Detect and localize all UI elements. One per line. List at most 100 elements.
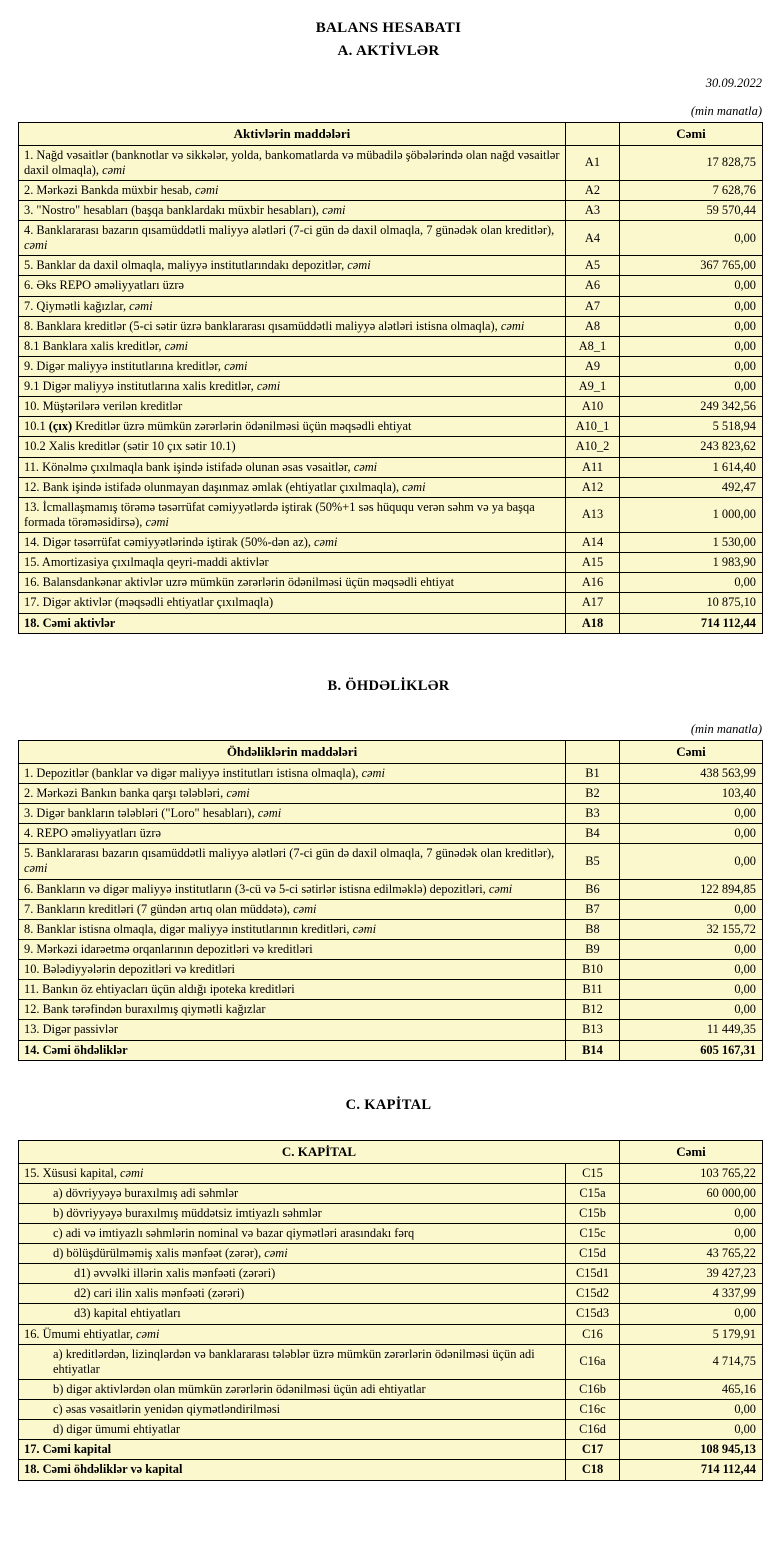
row-code: B3 xyxy=(565,803,620,825)
row-amount: 605 167,31 xyxy=(619,1039,763,1061)
row-label: 14. Cəmi öhdəliklər xyxy=(18,1039,566,1061)
row-code: B2 xyxy=(565,782,620,805)
row-amount: 0,00 xyxy=(619,376,763,398)
row-code: B10 xyxy=(565,959,620,981)
row-code: C16b xyxy=(565,1378,620,1401)
row-label: 12. Bank işində istifadə olunmayan daşın… xyxy=(18,476,566,498)
row-label: 15. Xüsusi kapital, cəmi xyxy=(18,1162,566,1184)
row-code: C16a xyxy=(565,1343,620,1380)
row-amount: 0,00 xyxy=(619,1202,763,1224)
table-row: 4. Banklararası bazarın qısamüddətli mal… xyxy=(18,220,763,257)
row-label: 11. Könəlmə çıxılmaqla bank işində istif… xyxy=(18,456,566,478)
table-row: 15. Xüsusi kapital, cəmi C15 103 765,22 xyxy=(18,1162,763,1184)
liabilities-header-code xyxy=(565,739,620,764)
row-amount: 0,00 xyxy=(619,1303,763,1325)
row-code: A2 xyxy=(565,179,620,201)
table-row: a) dövriyyəyə buraxılmış adi səhmlər C15a… xyxy=(18,1182,763,1204)
row-label: 17. Cəmi kapital xyxy=(18,1439,566,1461)
row-code: C15d xyxy=(565,1243,620,1265)
row-code: A8 xyxy=(565,315,620,337)
row-label: 7. Qiymətli kağızlar, cəmi xyxy=(18,295,566,317)
table-row: 9.1 Digər maliyyə institutlarına xalis k… xyxy=(18,376,763,398)
row-amount: 0,00 xyxy=(619,335,763,357)
table-row: 2. Mərkəzi Bankın banka qarşı tələbləri,… xyxy=(18,782,763,805)
row-code: A3 xyxy=(565,199,620,222)
table-row: 12. Bank tərəfindən buraxılmış qiymətli … xyxy=(18,999,763,1021)
row-label: 12. Bank tərəfindən buraxılmış qiymətli … xyxy=(18,999,566,1021)
table-row: c) əsas vəsaitlərin yenidən qiymətləndir… xyxy=(18,1399,763,1421)
table-row: 13. İcmallaşmamış törəmə təsərrüfat cəmi… xyxy=(18,496,763,534)
row-amount: 1 983,90 xyxy=(619,552,763,574)
table-row: c) adi və imtiyazlı səhmlərin nominal və… xyxy=(18,1222,763,1245)
row-label: 6. Əks REPO əməliyyatları üzrə xyxy=(18,275,566,297)
row-label: 14. Digər təsərrüfat cəmiyyətlərində işt… xyxy=(18,532,566,554)
row-code: A8_1 xyxy=(565,335,620,357)
row-amount: 0,00 xyxy=(619,355,763,378)
liabilities-table-body: 1. Depozitlər (banklar və digər maliyyə … xyxy=(18,762,763,1061)
row-amount: 43 765,22 xyxy=(619,1243,763,1265)
table-header-row: Aktivlərin maddələri Cəmi xyxy=(18,121,763,146)
row-amount: 7 628,76 xyxy=(619,179,763,201)
row-code: A1 xyxy=(565,144,620,181)
section-b-title: B. ÖHDƏLİKLƏR xyxy=(327,677,450,694)
row-amount: 10 875,10 xyxy=(619,592,763,614)
table-row: 8. Banklara kreditlər (5-ci sətir üzrə b… xyxy=(18,315,763,337)
table-row: 5. Banklararası bazarın qısamüddətli mal… xyxy=(18,843,763,880)
row-amount: 0,00 xyxy=(619,275,763,297)
row-amount: 4 714,75 xyxy=(619,1343,763,1380)
row-amount: 0,00 xyxy=(619,220,763,257)
row-label: 18. Cəmi öhdəliklər və kapital xyxy=(18,1459,566,1481)
table-row: 18. Cəmi öhdəliklər və kapital C18 714 112… xyxy=(18,1459,763,1481)
unit-note-a: (min manatla) xyxy=(690,103,762,118)
table-row: 2. Mərkəzi Bankda müxbir hesab, cəmi A2 7 … xyxy=(18,179,763,201)
row-label: 9.1 Digər maliyyə institutlarına xalis k… xyxy=(18,376,566,398)
row-code: A9 xyxy=(565,355,620,378)
section-c-title: C. KAPİTAL xyxy=(345,1096,432,1113)
row-code: C16 xyxy=(565,1323,620,1345)
row-code: A16 xyxy=(565,572,620,594)
table-row: 10.1 (çıx) Kreditlər üzrə mümkün zərərlə… xyxy=(18,416,763,438)
row-label: d3) kapital ehtiyatları xyxy=(18,1303,566,1325)
row-label: 17. Digər aktivlər (məqsədli ehtiyatlar … xyxy=(18,592,566,614)
table-row: 3. "Nostro" hesabları (başqa banklardakı… xyxy=(18,199,763,222)
row-label: 16. Ümumi ehtiyatlar, cəmi xyxy=(18,1323,566,1345)
table-row: 13. Digər passivlər B13 11 449,35 xyxy=(18,1019,763,1041)
table-row: 18. Cəmi aktivlər A18 714 112,44 xyxy=(18,612,763,634)
table-row: 12. Bank işində istifadə olunmayan daşın… xyxy=(18,476,763,498)
table-row: 6. Bankların və digər maliyyə institutla… xyxy=(18,878,763,900)
row-code: B8 xyxy=(565,918,620,940)
row-amount: 103,40 xyxy=(619,782,763,805)
row-amount: 0,00 xyxy=(619,999,763,1021)
table-row: 10. Bələdiyyələrin depozitləri və kredit… xyxy=(18,959,763,981)
row-amount: 0,00 xyxy=(619,843,763,880)
row-amount: 0,00 xyxy=(619,1399,763,1421)
table-row: 7. Bankların kreditləri (7 gündən artıq … xyxy=(18,898,763,920)
row-label: b) digər aktivlərdən olan mümkün zərərlə… xyxy=(18,1378,566,1401)
row-label: 3. Digər bankların tələbləri ("Loro" hes… xyxy=(18,803,566,825)
table-row: 17. Cəmi kapital C17 108 945,13 xyxy=(18,1439,763,1461)
row-amount: 39 427,23 xyxy=(619,1263,763,1285)
row-code: C17 xyxy=(565,1439,620,1461)
row-code: B5 xyxy=(565,843,620,880)
assets-header-code xyxy=(565,121,620,146)
row-amount: 0,00 xyxy=(619,959,763,981)
row-code: C15d1 xyxy=(565,1263,620,1285)
row-label: a) kreditlərdən, lizinqlərdən və banklar… xyxy=(18,1343,566,1380)
table-row: 16. Ümumi ehtiyatlar, cəmi C16 5 179,91 xyxy=(18,1323,763,1345)
row-label: 3. "Nostro" hesabları (başqa banklardakı… xyxy=(18,199,566,222)
table-row: 17. Digər aktivlər (məqsədli ehtiyatlar … xyxy=(18,592,763,614)
row-label: d2) cari ilin xalis mənfəəti (zərəri) xyxy=(18,1283,566,1305)
row-label: d) digər ümumi ehtiyatlar xyxy=(18,1419,566,1441)
row-label: 7. Bankların kreditləri (7 gündən artıq … xyxy=(18,898,566,920)
table-row: 14. Digər təsərrüfat cəmiyyətlərində işt… xyxy=(18,532,763,554)
row-code: B9 xyxy=(565,938,620,961)
table-row: d1) əvvəlki illərin xalis mənfəəti (zərə… xyxy=(18,1263,763,1285)
row-code: A10_1 xyxy=(565,416,620,438)
row-label: 15. Amortizasiya çıxılmaqla qeyri-maddi … xyxy=(18,552,566,574)
row-label: 8.1 Banklara xalis kreditlər, cəmi xyxy=(18,335,566,357)
row-label: 9. Digər maliyyə institutlarına kreditlə… xyxy=(18,355,566,378)
row-amount: 465,16 xyxy=(619,1378,763,1401)
row-label: 5. Banklararası bazarın qısamüddətli mal… xyxy=(18,843,566,880)
row-label: 1. Depozitlər (banklar və digər maliyyə … xyxy=(18,762,566,784)
row-label: 6. Bankların və digər maliyyə institutla… xyxy=(18,878,566,900)
